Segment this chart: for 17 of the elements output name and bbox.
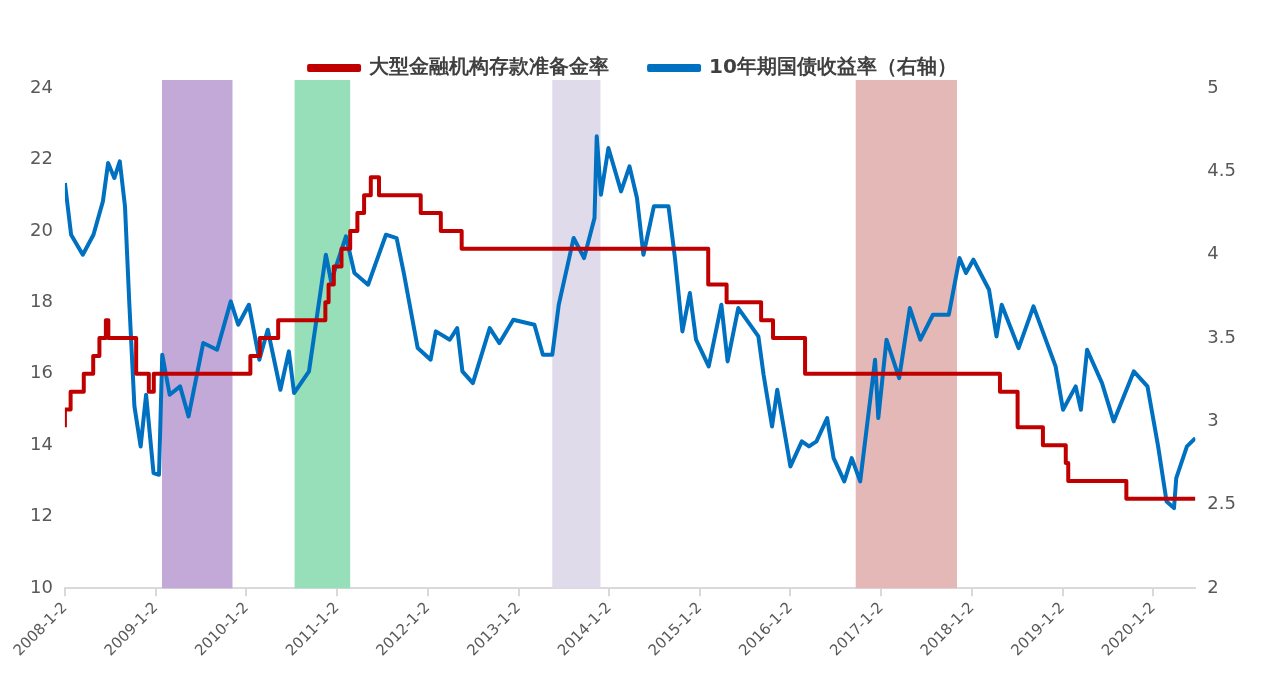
y-tick-label: 10 (30, 575, 53, 597)
y2-tick-label: 2.5 (1207, 492, 1237, 514)
y-tick-label: 20 (30, 218, 53, 240)
y2-tick-label: 5 (1207, 75, 1219, 97)
y-tick-label: 14 (30, 432, 53, 454)
y2-tick-label: 4.5 (1207, 159, 1237, 181)
legend-label: 大型金融机构存款准备金率 (369, 54, 610, 79)
y2-tick-label: 3 (1207, 409, 1219, 431)
y-tick-label: 24 (30, 75, 53, 97)
y-tick-label: 12 (30, 504, 53, 526)
y-tick-label: 22 (30, 147, 53, 169)
y-tick-label: 16 (30, 361, 53, 383)
y2-tick-label: 4 (1207, 242, 1219, 264)
legend-label: 10年期国债收益率（右轴） (709, 54, 957, 79)
y2-tick-label: 2 (1207, 575, 1219, 597)
y2-tick-label: 3.5 (1207, 325, 1237, 347)
y-tick-label: 18 (30, 290, 53, 312)
